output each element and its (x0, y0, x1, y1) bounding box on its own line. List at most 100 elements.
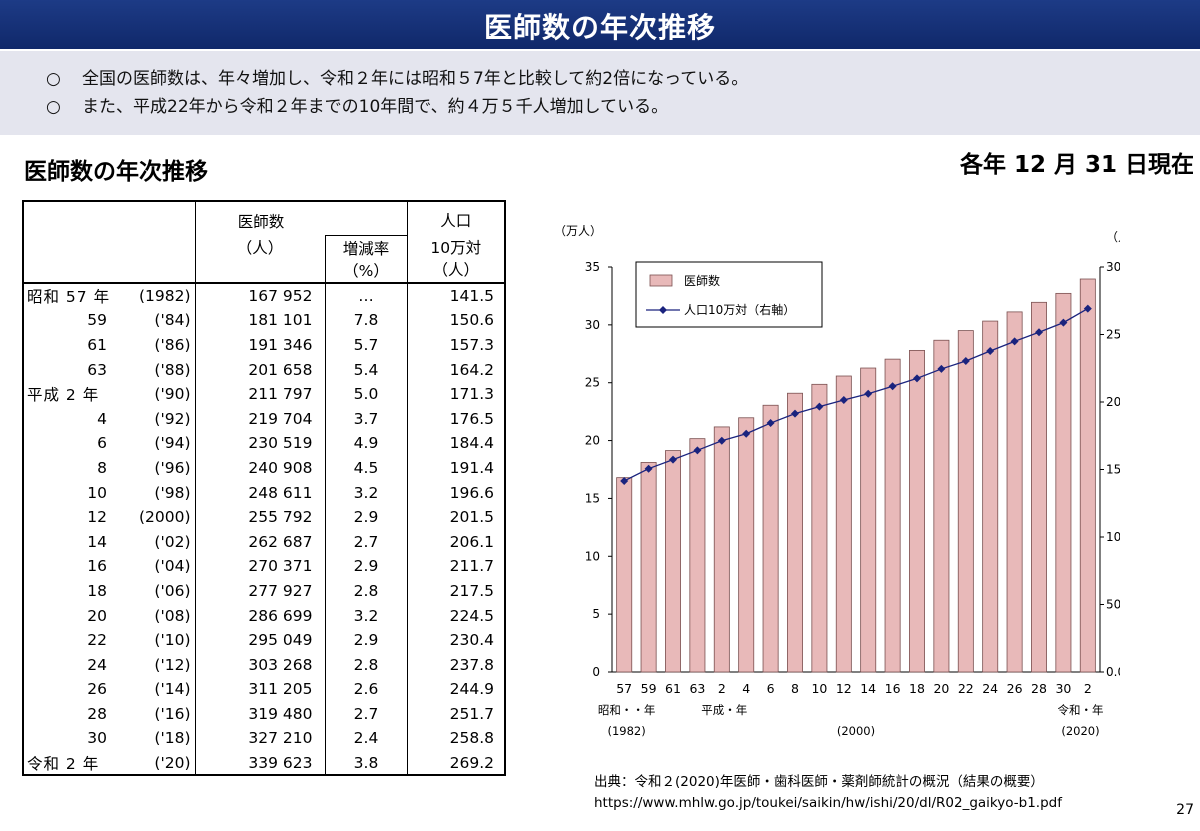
doctors-cell: 230 519 (194, 431, 325, 456)
left-tick-label: 5 (592, 607, 600, 621)
left-tick-label: 20 (585, 434, 600, 448)
doctors-cell: 327 210 (194, 726, 325, 751)
year-cell: ('96) (154, 458, 191, 477)
doctors-cell: 181 101 (194, 308, 325, 333)
point-per100k (1083, 304, 1092, 313)
doctors-cell: 201 658 (194, 357, 325, 382)
rate-cell: 3.2 (324, 603, 408, 628)
bar-doctors (787, 392, 803, 673)
per100k-cell: 150.6 (406, 308, 505, 333)
era-cell: 4 (97, 409, 107, 428)
table-row: 59 ('84) 181 101 7.8 150.6 (24, 308, 505, 333)
per100k-cell: 191.4 (406, 455, 505, 481)
point-per100k (1035, 328, 1043, 337)
per100k-cell: 251.7 (406, 701, 505, 727)
table-row: 6 ('94) 230 519 4.9 184.4 (24, 431, 505, 456)
doctors-cell: 319 480 (194, 701, 325, 727)
table-row: 24 ('12) 303 268 2.8 237.8 (24, 652, 505, 677)
point-per100k (644, 464, 653, 473)
era-cell: 30 (87, 729, 107, 748)
table-row: 26 ('14) 311 205 2.6 244.9 (24, 677, 505, 702)
source-line-1: 出典：令和２(2020)年医師・歯科医師・薬剤師統計の概況（結果の概要） (594, 774, 1044, 790)
bar-doctors (860, 367, 877, 673)
right-tick-label: 150.0 (1106, 463, 1120, 477)
summary-line-2: ○ また、平成22年から令和２年までの10年間で、約４万５千人増加している。 (46, 92, 668, 117)
title-bar: 医師数の年次推移 (0, 0, 1200, 49)
per100k-cell: 176.5 (406, 406, 505, 432)
era-cell: 61 (87, 335, 107, 354)
table-row: 20 ('08) 286 699 3.2 224.5 (24, 603, 505, 628)
doctors-cell: 286 699 (194, 603, 325, 628)
year-cell: ('04) (154, 557, 191, 576)
rate-cell: 2.7 (324, 529, 408, 555)
rate-cell: 7.8 (324, 308, 408, 333)
summary-text-1: 全国の医師数は、年々増加し、令和２年には昭和５7年と比較して約2倍になっている。 (82, 69, 749, 89)
era-cell: 20 (87, 606, 107, 625)
era-cell: 10 (87, 483, 107, 502)
doctors-cell: 303 268 (194, 652, 325, 677)
per100k-cell: 237.8 (406, 652, 505, 677)
rate-cell: 5.7 (324, 332, 408, 358)
point-per100k (913, 374, 921, 383)
x-tick-label: 10 (811, 681, 827, 696)
per100k-cell: 230.4 (406, 627, 505, 653)
era-cell: 59 (87, 311, 107, 330)
rate-cell: 2.9 (324, 627, 408, 653)
per100k-cell: 217.5 (406, 578, 505, 604)
table-row: 63 ('88) 201 658 5.4 164.2 (24, 357, 505, 382)
rate-cell: 4.9 (324, 431, 408, 456)
legend-bar-swatch (649, 274, 673, 287)
era-cell: 26 (87, 680, 107, 699)
bullet-circle-icon: ○ (46, 97, 61, 117)
table-row: 昭和 57 年 (1982) 167 952… 141.5 (24, 282, 505, 309)
rate-cell: 2.4 (324, 726, 408, 751)
per100k-cell: 171.3 (406, 381, 505, 407)
x-year-end: (2020) (1061, 724, 1099, 738)
year-cell: ('94) (154, 434, 191, 453)
bar-doctors (762, 404, 779, 673)
bar-doctors (713, 426, 730, 673)
rate-cell: 2.7 (324, 701, 408, 727)
point-per100k (766, 419, 775, 428)
right-tick-label: 300.0 (1106, 260, 1120, 274)
table-row: 令和 2 年 ('20) 339 623 3.8 269.2 (24, 750, 505, 776)
x-tick-label: 4 (742, 681, 750, 696)
x-tick-label: 22 (958, 681, 974, 696)
bar-doctors (933, 339, 950, 673)
header-rate-label: 増減率 (342, 239, 390, 258)
year-cell: ('14) (154, 680, 191, 699)
per100k-cell: 196.6 (406, 480, 505, 505)
point-per100k (864, 389, 873, 398)
per100k-cell: 164.2 (406, 357, 505, 382)
bar-doctors (616, 477, 633, 673)
header-pop2-label: 10万対 (430, 239, 482, 257)
era-cell: 8 (97, 458, 107, 477)
doctors-cell: 167 952 (194, 282, 325, 309)
era-cell: 令和 2 年 (27, 755, 100, 774)
x-tick-label: 2 (718, 681, 726, 696)
point-per100k (742, 429, 751, 438)
summary-text-2: また、平成22年から令和２年までの10年間で、約４万５千人増加している。 (82, 97, 669, 117)
per100k-cell: 211.7 (406, 554, 505, 579)
header-doctors: 医師数 (194, 202, 408, 235)
rate-cell: 3.7 (324, 406, 408, 432)
x-tick-label: 24 (982, 681, 998, 696)
per100k-cell: 258.8 (406, 726, 505, 751)
doctors-cell: 277 927 (194, 578, 325, 604)
rate-cell: 2.9 (324, 554, 408, 579)
right-tick-label: 250.0 (1106, 328, 1120, 342)
left-tick-label: 0 (592, 665, 600, 679)
right-axis-label: （人） (1106, 230, 1120, 244)
per100k-cell: 184.4 (406, 431, 505, 456)
era-cell: 22 (87, 631, 107, 650)
x-tick-label: 12 (836, 681, 852, 696)
table-row: 平成 2 年 ('90) 211 797 5.0 171.3 (24, 381, 505, 407)
doctors-cell: 191 346 (194, 332, 325, 358)
right-tick-label: 50.0 (1106, 598, 1120, 612)
table-row: 61 ('86) 191 346 5.7 157.3 (24, 332, 505, 358)
year-cell: ('16) (154, 704, 191, 723)
x-year-start: (1982) (608, 724, 646, 738)
per100k-cell: 201.5 (406, 504, 505, 530)
era-cell: 14 (87, 532, 107, 551)
doctors-cell: 240 908 (194, 455, 325, 481)
